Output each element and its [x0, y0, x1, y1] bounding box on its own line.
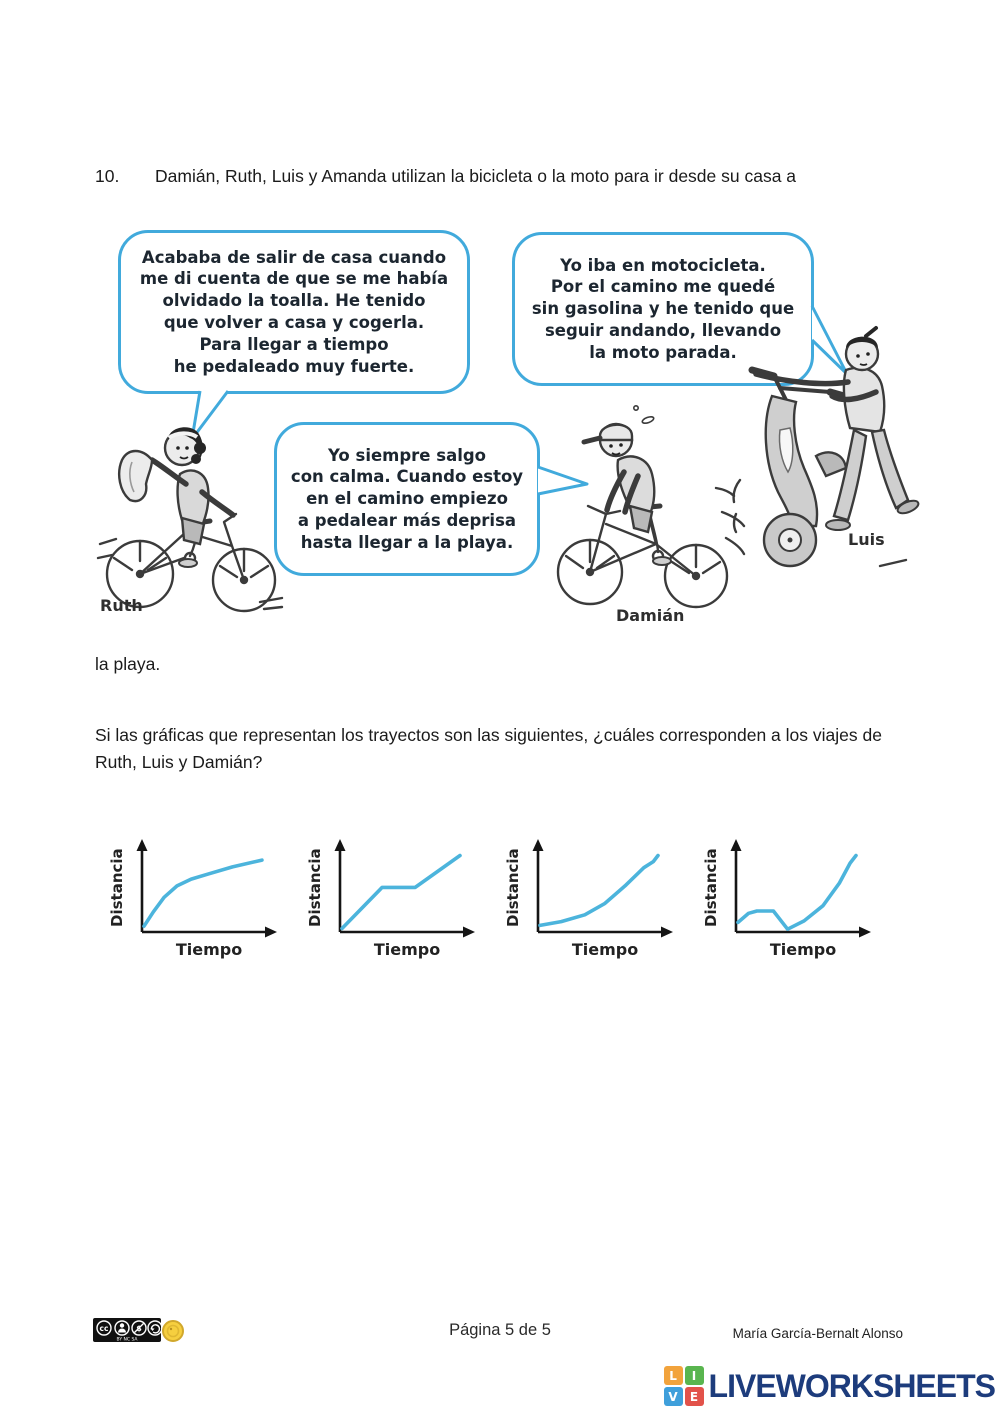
speech-bubble-luis-text: Yo iba en motocicleta. Por el camino me … [531, 255, 795, 362]
logo-square: V [663, 1387, 683, 1406]
cc-glyph: cc [100, 1324, 109, 1333]
question-line: 10. Damián, Ruth, Luis y Amanda utilizan… [95, 166, 910, 187]
character-label-luis: Luis [848, 530, 885, 549]
logo-square: L [663, 1366, 683, 1385]
question-text: Damián, Ruth, Luis y Amanda utilizan la … [155, 166, 797, 186]
comic-illustration: Acababa de salir de casa cuando me di cu… [88, 224, 920, 636]
x-axis-label: Tiempo [175, 940, 243, 959]
cc-terms-text: BY NC SA [117, 1337, 139, 1343]
y-axis-label: Distancia [108, 848, 126, 928]
speech-bubble-ruth: Acababa de salir de casa cuando me di cu… [118, 230, 470, 394]
graphs-row: Distancia Tiempo Distancia Tiempo Distan… [106, 836, 874, 964]
x-axis-label: Tiempo [571, 940, 639, 959]
coin-icon [162, 1320, 184, 1342]
luis-figure-illustration [732, 326, 920, 568]
damian-figure-illustration [556, 405, 746, 609]
logo-square: I [684, 1366, 704, 1385]
logo-square: E [684, 1387, 704, 1406]
speech-bubble-ruth-text: Acababa de salir de casa cuando me di cu… [139, 247, 449, 376]
character-label-ruth: Ruth [100, 596, 143, 615]
distance-time-graph-4: Distancia Tiempo [700, 836, 874, 964]
graph-plot [334, 839, 475, 938]
question-prompt: Si las gráficas que representan los tray… [95, 725, 882, 773]
liveworksheets-brand-text: LIVEWORKSHEETS [708, 1368, 996, 1404]
cc-license-badge: cc $ BY NC SA [93, 1318, 161, 1343]
distance-time-graph-3: Distancia Tiempo [502, 836, 676, 964]
distance-time-graph-2: Distancia Tiempo [304, 836, 478, 964]
graph-plot [730, 839, 871, 938]
ruth-figure-illustration [96, 427, 284, 613]
speech-bubble-damian: Yo siempre salgo con calma. Cuando estoy… [274, 422, 540, 576]
x-axis-label: Tiempo [373, 940, 441, 959]
question-number: 10. [95, 166, 120, 186]
speech-bubble-luis: Yo iba en motocicleta. Por el camino me … [512, 232, 814, 386]
speech-bubble-damian-text: Yo siempre salgo con calma. Cuando estoy… [290, 445, 524, 552]
graph-plot [136, 839, 277, 938]
author-name: María García-Bernalt Alonso [732, 1326, 903, 1341]
graph-plot [532, 839, 673, 938]
y-axis-label: Distancia [702, 848, 720, 928]
character-label-damian: Damián [616, 606, 685, 625]
x-axis-label: Tiempo [769, 940, 837, 959]
y-axis-label: Distancia [306, 848, 324, 928]
question-continuation: la playa. [95, 654, 161, 674]
page-number: Página 5 de 5 [449, 1321, 551, 1339]
speech-bubble-damian-tail [537, 465, 589, 496]
distance-time-graph-1: Distancia Tiempo [106, 836, 280, 964]
y-axis-label: Distancia [504, 848, 522, 928]
